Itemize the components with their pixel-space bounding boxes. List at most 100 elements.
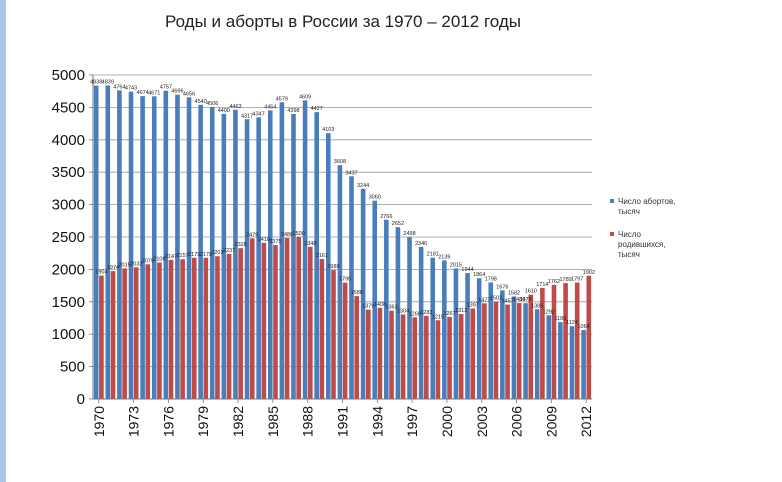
data-label: 4764 [113,84,125,90]
data-label: 1974 [107,265,119,271]
chart-title: Роды и аборты в России за 1970 – 2012 го… [165,12,521,31]
bars [93,85,592,400]
bar-births-1980 [215,256,220,399]
bar-births-1992 [354,296,360,399]
data-label: 1292 [543,309,555,315]
x-tick-labels: 1970 1973 1976 1979 1982 1985 1988 1991 1994 1997… [91,399,594,437]
x-tick-label: 2012 [578,406,594,437]
bar-births-1974 [145,264,151,399]
bar-abortions-1984 [256,117,261,400]
left-edge-stripe [0,0,6,482]
data-label: 4656 [183,91,195,97]
data-label: 2486 [281,232,293,238]
x-tick-label: 1982 [230,406,246,437]
y-tick-label: 1500 [52,294,85,311]
data-label: 1798 [485,276,497,282]
bar-births-1993 [366,309,371,399]
legend-label: тысяч [618,250,640,259]
data-label: 1379 [362,304,374,310]
data-label: 2203 [211,250,223,256]
data-label: 1304 [397,309,409,315]
data-label: 2106 [153,257,165,263]
x-tick-label: 1976 [160,406,176,437]
bar-abortions-1995 [384,219,389,399]
bar-births-1997 [412,317,418,399]
bar-abortions-1993 [360,188,366,399]
data-label: 4696 [171,89,183,95]
data-label: 2015 [450,262,462,268]
bar-births-2009 [551,284,557,399]
bar-abortions-1976 [163,90,169,399]
bar-abortions-1983 [244,119,250,400]
bar-births-1977 [180,259,185,399]
bar-abortions-1975 [151,96,157,399]
bar-abortions-1980 [209,107,215,399]
data-label: 1385 [531,303,543,309]
x-tick-label: 2003 [474,406,490,437]
bar-abortions-1985 [267,110,273,399]
data-label: 1789 [559,277,571,283]
x-tick-label: 1979 [195,406,211,437]
legend-label: родившихся, [618,240,665,249]
bar-births-1981 [226,254,232,399]
data-label: 1944 [461,267,473,273]
bar-abortions-2010 [558,322,563,399]
bar-births-1972 [122,268,127,399]
bar-abortions-1989 [314,112,319,399]
y-tick-label: 3500 [52,164,85,181]
y-tick-label: 2500 [52,229,85,246]
data-label: 2157 [177,253,189,259]
bar-abortions-1997 [407,237,412,399]
data-label: 4671 [148,90,160,96]
legend-swatch-0 [610,199,614,203]
data-label: 2033 [130,261,142,267]
data-label: 1714 [536,282,548,288]
y-tick-label: 3000 [52,197,85,214]
bar-births-1990 [331,270,336,399]
x-tick-label: 1994 [369,406,385,437]
x-tick-label: 2009 [543,406,559,437]
data-label: 1797 [571,277,583,283]
bar-abortions-1986 [279,102,285,400]
data-label: 1502 [490,296,502,302]
bar-abortions-1979 [198,104,203,400]
data-label: 1588 [351,290,363,296]
bar-abortions-1982 [233,109,238,399]
bar-births-1994 [377,307,383,399]
data-label: 4317 [241,113,253,119]
bar-abortions-1988 [302,100,308,400]
data-label: 1408 [374,302,386,308]
data-label: 4743 [125,86,137,92]
data-label: 4839 [102,79,114,85]
data-label: 4674 [136,90,148,96]
bar-births-2004 [493,301,499,399]
bar-abortions-1987 [291,114,296,400]
bar-abortions-1996 [395,227,401,399]
data-label: 1582 [508,290,520,296]
bar-births-1979 [203,257,209,399]
y-tick-label: 500 [60,359,85,376]
data-label: 4506 [206,101,218,107]
bar-abortions-2004 [488,282,494,399]
data-label: 1457 [501,299,513,305]
bar-abortions-1974 [140,96,145,399]
data-label: 1676 [496,284,508,290]
bar-births-1989 [319,258,325,399]
bar-births-1975 [157,262,162,399]
y-tick-label: 5000 [52,67,85,84]
bar-births-1984 [261,242,267,399]
data-label: 1215 [432,314,444,320]
legend-label: Число [618,230,642,239]
bar-births-1998 [424,315,429,399]
bar-births-1971 [110,271,116,399]
data-label: 2139 [438,254,450,260]
data-label: 1477 [478,297,490,303]
data-label: 1480 [513,297,525,303]
bar-abortions-2006 [511,296,517,399]
bar-births-1982 [238,248,243,399]
data-label: 2179 [188,252,200,258]
bar-abortions-1994 [372,200,378,399]
bar-abortions-2005 [500,290,505,399]
